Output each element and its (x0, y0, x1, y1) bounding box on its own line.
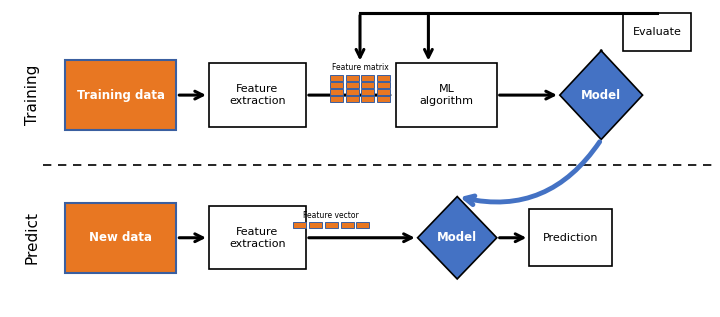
FancyBboxPatch shape (623, 13, 691, 51)
FancyBboxPatch shape (356, 222, 369, 228)
FancyBboxPatch shape (209, 63, 306, 127)
Text: ML
algorithm: ML algorithm (420, 84, 474, 106)
FancyBboxPatch shape (346, 82, 359, 88)
Text: Feature matrix: Feature matrix (332, 63, 388, 72)
Text: Feature
extraction: Feature extraction (229, 84, 286, 106)
FancyBboxPatch shape (377, 82, 390, 88)
FancyBboxPatch shape (396, 63, 497, 127)
Text: Prediction: Prediction (543, 233, 598, 243)
FancyBboxPatch shape (377, 89, 390, 95)
FancyBboxPatch shape (65, 203, 176, 273)
FancyBboxPatch shape (346, 89, 359, 95)
FancyBboxPatch shape (309, 222, 322, 228)
FancyArrowPatch shape (465, 142, 600, 204)
FancyBboxPatch shape (377, 96, 390, 102)
FancyBboxPatch shape (361, 96, 374, 102)
Text: Feature vector: Feature vector (303, 211, 359, 220)
Text: Model: Model (437, 231, 477, 244)
FancyBboxPatch shape (361, 82, 374, 88)
Text: Model: Model (581, 88, 621, 102)
FancyBboxPatch shape (346, 75, 359, 81)
FancyBboxPatch shape (377, 75, 390, 81)
FancyBboxPatch shape (330, 96, 343, 102)
FancyBboxPatch shape (65, 60, 176, 130)
FancyBboxPatch shape (325, 222, 338, 228)
FancyBboxPatch shape (209, 206, 306, 269)
FancyBboxPatch shape (330, 82, 343, 88)
FancyBboxPatch shape (341, 222, 354, 228)
FancyBboxPatch shape (346, 96, 359, 102)
FancyBboxPatch shape (361, 89, 374, 95)
Polygon shape (560, 51, 643, 139)
Polygon shape (418, 197, 497, 279)
Text: Predict: Predict (25, 211, 40, 264)
Text: Training: Training (25, 65, 40, 125)
FancyBboxPatch shape (361, 75, 374, 81)
Text: New data: New data (89, 231, 152, 244)
Text: Evaluate: Evaluate (633, 27, 681, 37)
FancyBboxPatch shape (293, 222, 306, 228)
FancyBboxPatch shape (529, 209, 612, 266)
Text: Training data: Training data (76, 88, 165, 102)
Text: Feature
extraction: Feature extraction (229, 227, 286, 249)
FancyBboxPatch shape (330, 75, 343, 81)
FancyBboxPatch shape (330, 89, 343, 95)
